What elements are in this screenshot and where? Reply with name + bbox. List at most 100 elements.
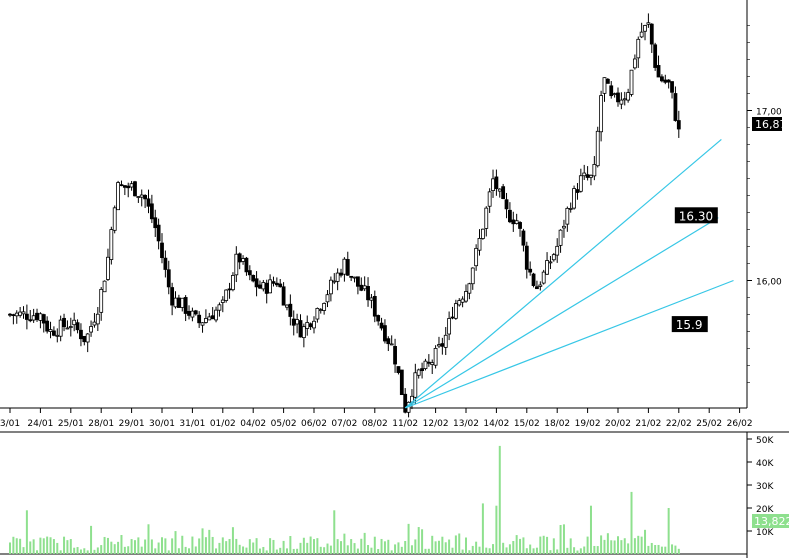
- volume-bar: [495, 505, 498, 554]
- candle: [288, 294, 293, 326]
- volume-bar: [194, 546, 197, 554]
- volume-bar: [380, 538, 383, 554]
- candle: [258, 280, 262, 289]
- candle: [281, 282, 286, 306]
- trend-line: [404, 138, 722, 409]
- candle: [541, 269, 546, 285]
- volume-bar: [22, 547, 25, 554]
- volume-bar: [103, 536, 106, 554]
- price-panel: 3/01 24/01 25/01 28/01 29/01 30/01 31/01 01/02 0…: [0, 0, 783, 429]
- volume-bar: [333, 510, 336, 554]
- candle: [379, 317, 384, 331]
- volume-bar: [150, 539, 153, 554]
- volume-bar: [664, 546, 667, 554]
- candle: [241, 255, 245, 265]
- volume-bar: [316, 538, 319, 554]
- volume-bar: [110, 541, 113, 554]
- candle: [237, 252, 242, 270]
- volume-bar: [515, 535, 518, 554]
- volume-tick-label: 50K: [756, 436, 774, 446]
- candle: [572, 185, 576, 210]
- volume-bar: [177, 548, 180, 554]
- volume-bar: [231, 527, 234, 554]
- candle: [504, 192, 509, 219]
- volume-bar: [39, 537, 42, 554]
- x-tick-label: 06/02: [301, 419, 327, 429]
- candle: [214, 306, 218, 323]
- trend-line: [404, 217, 719, 409]
- volume-bar: [350, 539, 353, 554]
- volume-bar: [218, 542, 221, 554]
- candle: [440, 337, 445, 355]
- candle: [176, 294, 181, 308]
- candle: [146, 189, 151, 214]
- volume-bar: [657, 544, 660, 554]
- candle: [430, 359, 435, 374]
- x-tick-label: 3/01: [0, 419, 20, 429]
- candle: [139, 189, 144, 207]
- volume-bar: [660, 546, 663, 554]
- candle: [612, 92, 617, 98]
- candle: [68, 317, 73, 337]
- volume-bar: [475, 541, 478, 554]
- volume-bar: [12, 536, 15, 554]
- candle: [207, 312, 212, 321]
- volume-bar: [617, 536, 619, 554]
- candle: [372, 290, 377, 323]
- candle: [453, 299, 458, 320]
- candle: [565, 206, 570, 232]
- volume-bar: [242, 546, 245, 554]
- candle: [386, 336, 391, 352]
- volume-bar: [211, 536, 214, 554]
- volume-bar: [275, 549, 278, 554]
- candle: [575, 183, 580, 200]
- candle: [247, 265, 252, 281]
- volume-bar: [603, 539, 606, 554]
- volume-bar: [644, 529, 647, 554]
- candle: [99, 287, 104, 321]
- candle: [443, 327, 448, 356]
- candle: [231, 272, 235, 292]
- volume-bar: [329, 545, 332, 554]
- volume-bar: [556, 549, 559, 554]
- x-tick-label: 20/02: [605, 419, 631, 429]
- candle: [55, 328, 60, 343]
- x-tick-label: 22/02: [666, 419, 692, 429]
- candle: [190, 307, 195, 322]
- y-axis-ticks: 16,00 17,00: [747, 25, 782, 383]
- candle: [649, 23, 654, 53]
- volume-bar: [454, 535, 457, 554]
- candle: [622, 91, 627, 106]
- volume-bar: [451, 547, 454, 554]
- volume-bar: [407, 523, 410, 554]
- candle: [639, 22, 644, 39]
- x-tick-label: 29/01: [119, 419, 145, 429]
- x-tick-label: 01/02: [210, 419, 236, 429]
- candle: [643, 24, 647, 41]
- candle: [494, 169, 499, 196]
- volume-bar: [272, 539, 275, 554]
- volume-bar: [279, 547, 282, 554]
- volume-bar: [137, 537, 140, 554]
- volume-bar: [478, 546, 481, 554]
- candle: [187, 305, 191, 320]
- volume-bar: [282, 540, 285, 554]
- candle: [676, 110, 681, 138]
- volume-bar: [309, 536, 312, 554]
- candle: [24, 304, 29, 330]
- candle: [352, 276, 357, 283]
- candle: [217, 302, 222, 317]
- x-tick-label: 19/02: [575, 419, 601, 429]
- volume-bar: [637, 535, 640, 554]
- volume-bar: [174, 531, 177, 554]
- volume-bar: [96, 547, 99, 554]
- volume-bar: [596, 546, 599, 554]
- x-axis-ticks: 3/01 24/01 25/01 28/01 29/01 30/01 31/01 01/02 0…: [0, 408, 753, 429]
- volume-bar: [56, 542, 59, 554]
- volume-bar: [377, 548, 380, 554]
- volume-bar: [465, 537, 467, 554]
- candle: [474, 244, 479, 271]
- volume-bar: [79, 549, 82, 554]
- candle: [437, 336, 441, 349]
- volume-bar: [566, 547, 569, 554]
